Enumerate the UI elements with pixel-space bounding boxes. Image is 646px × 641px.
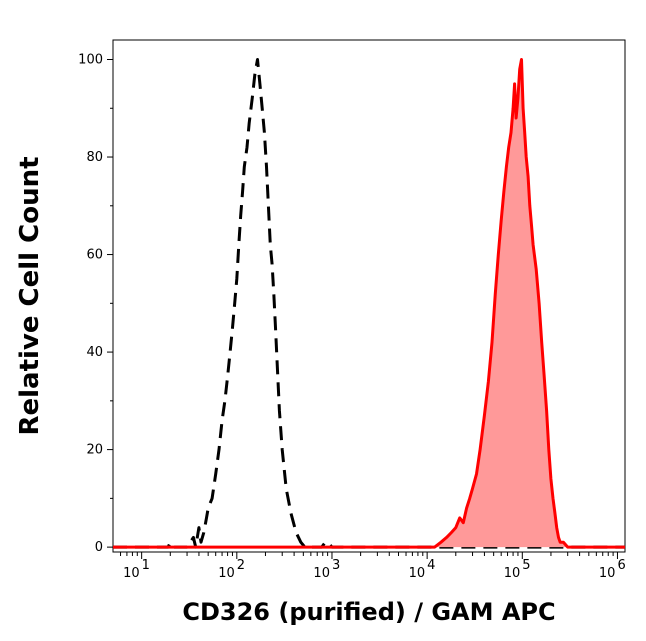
y-axis-title: Relative Cell Count xyxy=(15,156,45,435)
y-tick-label: 100 xyxy=(78,53,103,68)
plot-frame xyxy=(112,39,626,553)
x-tick-label: 10 xyxy=(123,566,140,581)
y-tick-label: 60 xyxy=(86,248,103,263)
x-tick-label: 10 xyxy=(409,566,426,581)
x-tick-exponent: 1 xyxy=(142,558,150,573)
x-tick-exponent: 5 xyxy=(522,558,530,573)
series-line-2 xyxy=(113,58,625,549)
x-tick-exponent: 3 xyxy=(332,558,340,573)
x-tick-label: 10 xyxy=(504,566,521,581)
y-tick-label: 40 xyxy=(86,345,103,360)
x-tick-label: 10 xyxy=(218,566,235,581)
y-tick-label: 80 xyxy=(86,150,103,165)
x-tick-label: 10 xyxy=(599,566,616,581)
series-fill-2 xyxy=(113,59,625,548)
x-tick-exponent: 6 xyxy=(617,558,625,573)
series-line-1 xyxy=(113,58,625,549)
x-tick-label: 10 xyxy=(313,566,330,581)
y-tick-label: 20 xyxy=(86,443,103,458)
x-tick-exponent: 4 xyxy=(427,558,435,573)
y-axis: 0 20 40 60 80 100 xyxy=(78,53,113,555)
series-layer xyxy=(113,58,625,549)
x-axis-title: CD326 (purified) / GAM APC xyxy=(182,598,555,626)
x-tick-exponent: 2 xyxy=(237,558,245,573)
y-tick-label: 0 xyxy=(95,540,103,555)
